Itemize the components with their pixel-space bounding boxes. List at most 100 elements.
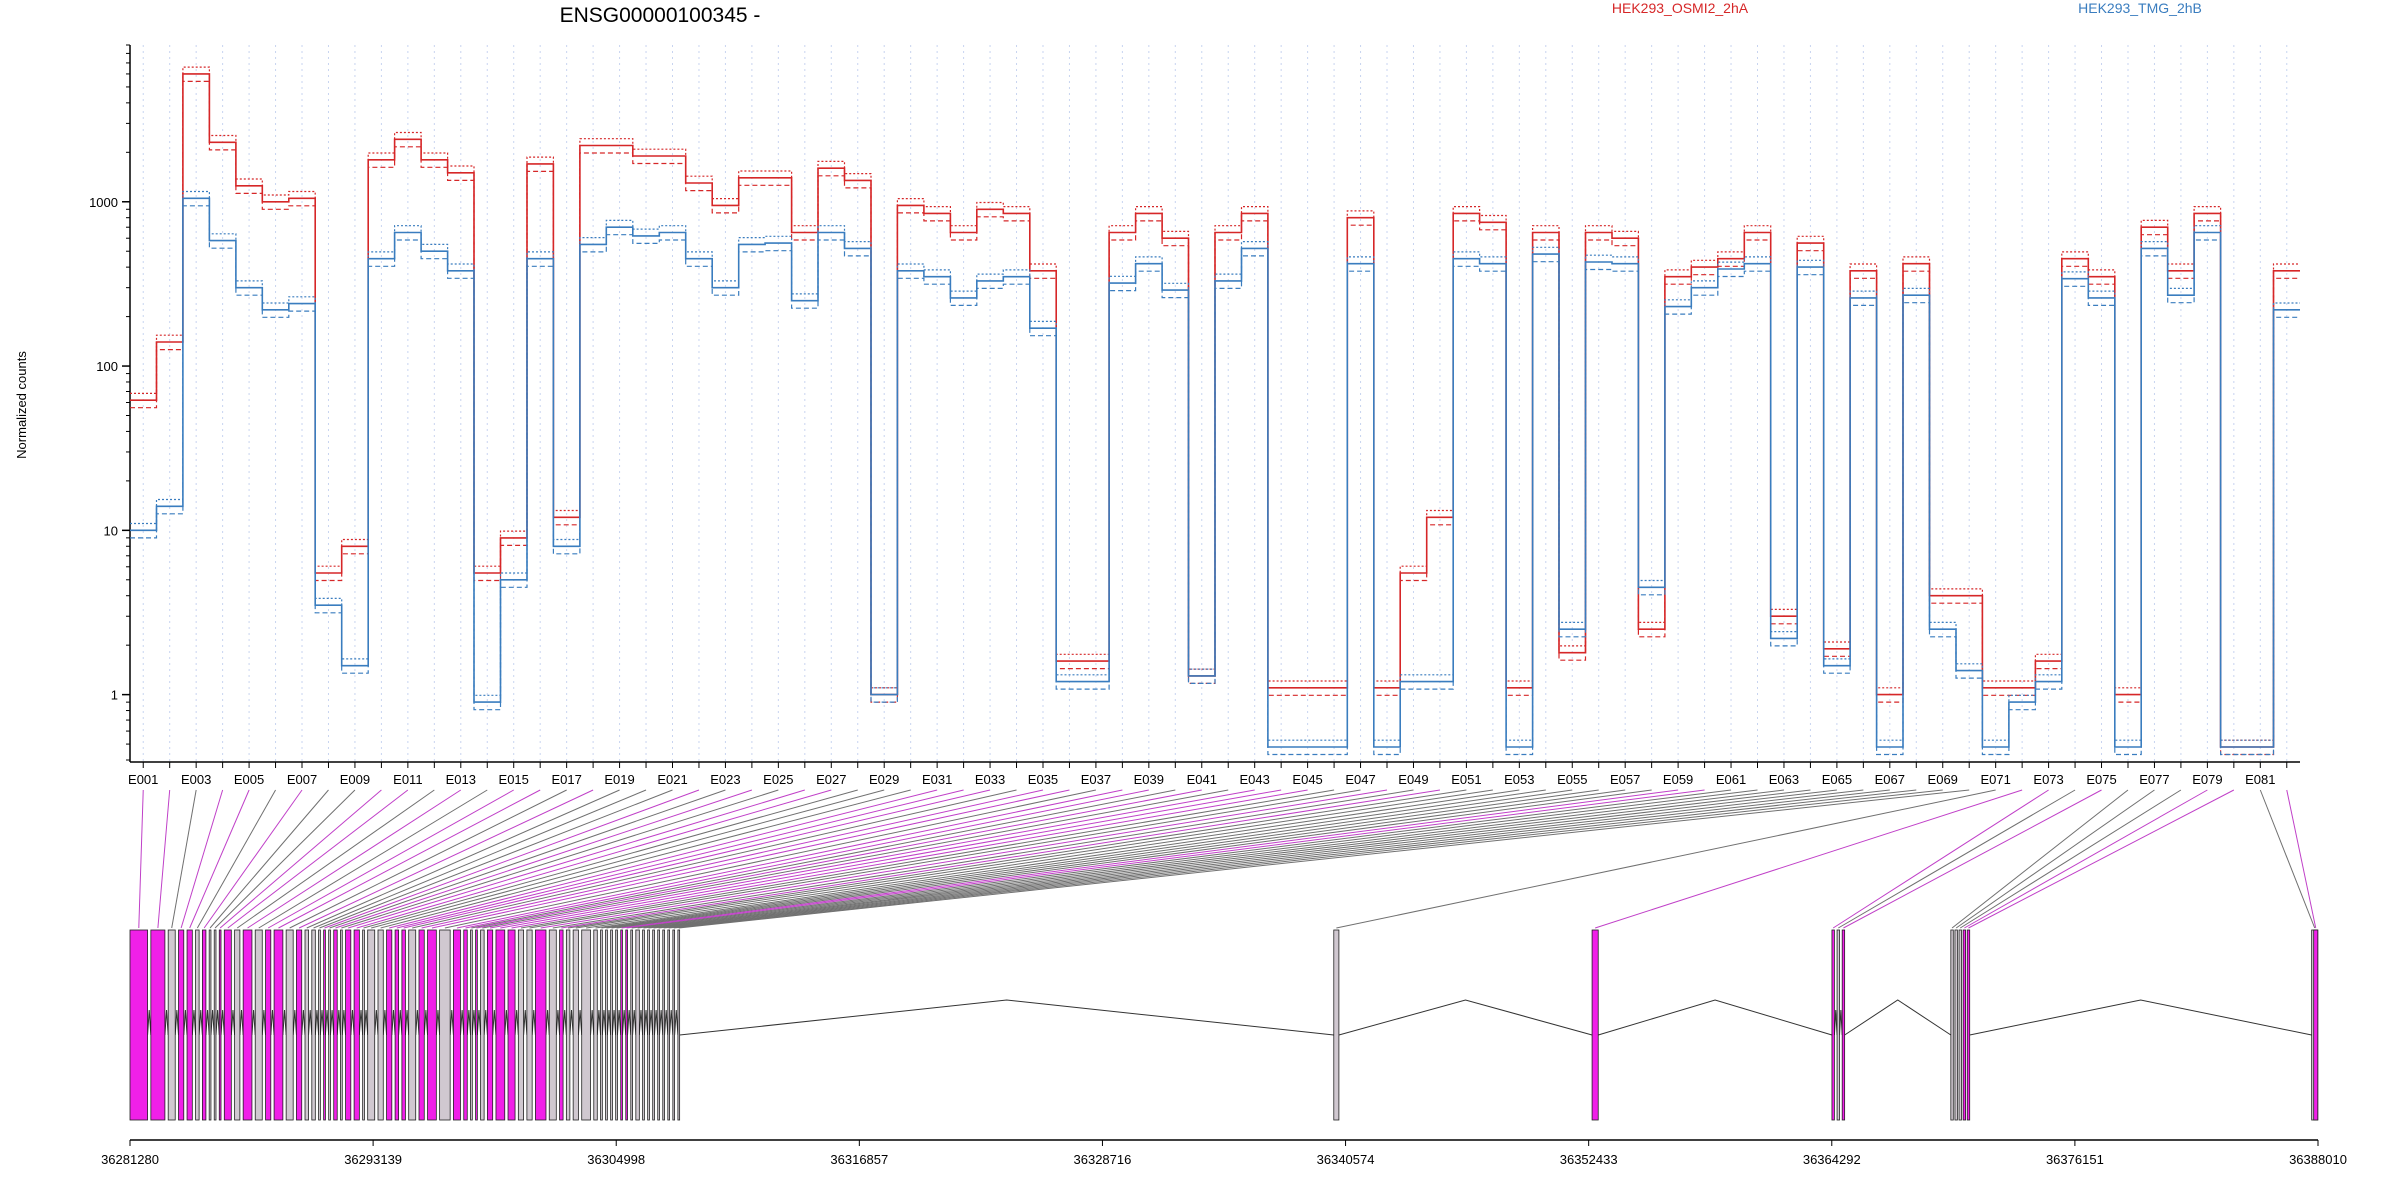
intron-line xyxy=(329,1009,335,1036)
exon-connector xyxy=(348,789,805,929)
exon-box xyxy=(535,929,547,1121)
exon-connector xyxy=(171,789,197,929)
exon-connector xyxy=(196,789,276,929)
series-line-tmg xyxy=(130,190,2300,741)
exon-box xyxy=(630,929,633,1121)
exon-connector xyxy=(214,789,356,929)
intron-line xyxy=(632,1009,637,1036)
exon-box xyxy=(1962,929,1966,1121)
legend-series-tmg: HEK293_TMG_2hB xyxy=(2078,0,2202,16)
x-tick-label: E021 xyxy=(657,772,687,787)
intron-line xyxy=(531,1009,536,1036)
exon-box xyxy=(1836,929,1840,1121)
intron-line xyxy=(261,1009,267,1036)
x-tick-label: E051 xyxy=(1451,772,1481,787)
exon-connector xyxy=(180,789,224,929)
intron-line xyxy=(627,1009,632,1036)
intron-line xyxy=(183,1009,188,1036)
exon-box xyxy=(647,929,650,1121)
intron-line xyxy=(449,1009,454,1036)
x-tick-label: E063 xyxy=(1769,772,1799,787)
exon-box xyxy=(340,929,343,1121)
exon-box xyxy=(620,929,623,1121)
exon-box xyxy=(642,929,645,1121)
exon-box xyxy=(1831,929,1835,1121)
x-tick-label: E069 xyxy=(1928,772,1958,787)
exon-connector xyxy=(306,789,620,929)
x-tick-label: E073 xyxy=(2033,772,2063,787)
intron-line xyxy=(147,1009,152,1036)
exon-connector xyxy=(648,789,1811,929)
x-tick-label: E081 xyxy=(2245,772,2275,787)
exon-connector xyxy=(658,789,1864,929)
exon-box xyxy=(453,929,461,1121)
exon-box xyxy=(2313,929,2319,1121)
intron-line xyxy=(569,1009,574,1036)
exon-connector xyxy=(520,789,1335,929)
exon-box xyxy=(1591,929,1599,1121)
x-tick-label: E045 xyxy=(1292,772,1322,787)
intron-line xyxy=(606,1009,612,1036)
exon-connector xyxy=(219,789,382,929)
intron-line xyxy=(476,1009,482,1036)
intron-line xyxy=(292,1009,297,1036)
exon-box xyxy=(265,929,272,1121)
exon-connector xyxy=(258,789,488,929)
x-tick-label: E059 xyxy=(1663,772,1693,787)
exon-connector xyxy=(673,789,1943,929)
exon-box xyxy=(507,929,516,1121)
x-tick-label: E039 xyxy=(1134,772,1164,787)
exon-box xyxy=(1966,929,1971,1121)
series-lines xyxy=(130,66,2300,756)
exon-connector xyxy=(227,789,409,929)
exon-box xyxy=(318,929,321,1121)
exon-connector xyxy=(396,789,964,929)
coord-tick-label: 36376151 xyxy=(2046,1152,2104,1167)
exon-box xyxy=(394,929,400,1121)
x-tick-label: E009 xyxy=(340,772,370,787)
exon-connector xyxy=(329,789,726,929)
y-axis-label: Normalized counts xyxy=(14,351,29,459)
exon-connector xyxy=(247,789,462,929)
exon-box xyxy=(1841,929,1846,1121)
exon-connector xyxy=(2286,789,2317,929)
exon-box xyxy=(285,929,294,1121)
exon-connector xyxy=(371,789,885,929)
exon-box xyxy=(418,929,425,1121)
intron-line xyxy=(363,1009,369,1036)
exon-box xyxy=(311,929,316,1121)
x-tick-label: E029 xyxy=(869,772,899,787)
x-tick-label: E015 xyxy=(499,772,529,787)
exon-connector xyxy=(403,789,991,929)
exon-box xyxy=(657,929,660,1121)
exon-connector xyxy=(471,789,1176,929)
exon-connector xyxy=(138,789,144,929)
exon-connector xyxy=(456,789,1123,929)
exon-connector xyxy=(616,789,1652,929)
x-tick-label: E017 xyxy=(551,772,581,787)
exon-box xyxy=(345,929,352,1121)
y-tick-label: 10 xyxy=(104,523,118,538)
coordinate-axis: 36281280 36293139 36304998 36316857 36328716… xyxy=(101,1140,2347,1167)
x-tick-label: E011 xyxy=(393,772,422,787)
intron-line xyxy=(251,1009,256,1036)
exon-connector xyxy=(631,789,1732,929)
exon-connector xyxy=(1960,789,2182,929)
x-tick-label: E037 xyxy=(1081,772,1111,787)
exon-connector xyxy=(313,789,647,929)
exon-connector xyxy=(621,789,1679,929)
intron-line xyxy=(596,1009,602,1036)
x-tick-label: E001 xyxy=(128,772,158,787)
x-tick-label: E079 xyxy=(2192,772,2222,787)
x-tick-label: E057 xyxy=(1610,772,1640,787)
exon-connector xyxy=(389,789,938,929)
x-tick-label: E033 xyxy=(975,772,1005,787)
coord-tick-label: 36281280 xyxy=(101,1152,159,1167)
exon-connector xyxy=(1838,789,2076,929)
exon-connector xyxy=(476,789,1202,929)
exon-connector xyxy=(1951,789,2129,929)
coord-tick-label: 36352433 xyxy=(1560,1152,1618,1167)
exon-connector xyxy=(421,789,1044,929)
exon-connector xyxy=(298,789,594,929)
exon-box xyxy=(635,929,640,1121)
